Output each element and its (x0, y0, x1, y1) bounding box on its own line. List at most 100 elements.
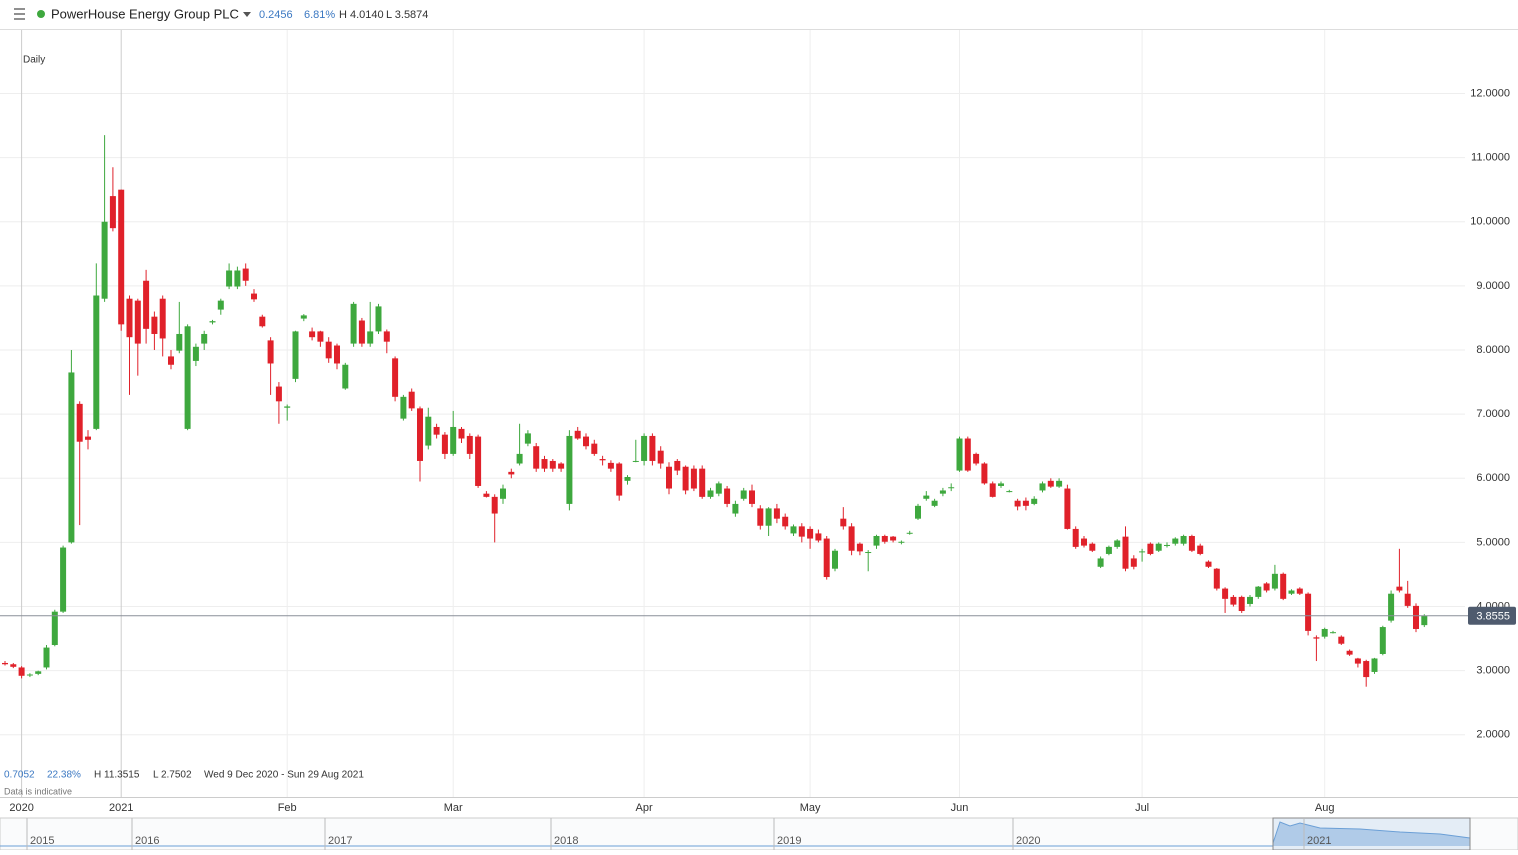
x-tick-label: Apr (636, 802, 653, 814)
candle-body (425, 416, 432, 446)
navigator-area (0, 822, 1470, 846)
candle-body (915, 505, 921, 519)
x-tick-label: Feb (278, 802, 297, 814)
candle-body (1172, 538, 1179, 544)
candle-body (1354, 658, 1361, 664)
interval-label: Daily (23, 55, 45, 66)
y-tick-label: 8.0000 (1476, 344, 1510, 356)
candle-body (1039, 483, 1046, 491)
candle-body (1097, 558, 1104, 567)
candle-body (217, 300, 224, 310)
candle-body (392, 358, 399, 397)
candle-body (400, 396, 407, 419)
header-change-pct: 6.81% (304, 9, 335, 21)
candle-body (466, 435, 473, 454)
candle-body (383, 331, 390, 342)
candle-body (740, 490, 747, 499)
candle-body (599, 459, 606, 461)
candle-body (118, 189, 125, 325)
candle-body (1022, 500, 1029, 506)
candle-body (367, 331, 374, 344)
menu-icon[interactable] (14, 8, 25, 20)
candle-body (1155, 543, 1162, 551)
y-tick-label: 7.0000 (1476, 408, 1510, 420)
candle-body (292, 331, 299, 379)
candle-body (1296, 588, 1303, 594)
candle-body (85, 436, 91, 440)
candle-body (18, 667, 25, 676)
footer-high: H 11.3515 (94, 770, 140, 781)
candle-body (1139, 551, 1146, 553)
candle-body (51, 611, 58, 646)
candle-body (616, 463, 623, 496)
candle-body (300, 315, 307, 319)
candle-body (334, 345, 340, 364)
candle-body (1089, 543, 1096, 551)
candle-body (1056, 480, 1063, 487)
candle-body (408, 391, 415, 409)
candle-body (109, 196, 116, 229)
y-tick-label: 3.0000 (1476, 665, 1510, 677)
candle-body (284, 406, 291, 408)
footer-change: 0.7052 (4, 770, 35, 781)
candle-body (956, 438, 963, 471)
navigator-window[interactable] (1272, 817, 1471, 851)
x-tick-label: 2021 (109, 802, 133, 814)
candle-body (10, 664, 17, 667)
candle-body (433, 426, 440, 435)
navigator-years: 2015 2016 2017 2018 2019 2020 2021 (26, 818, 1331, 850)
candle-body (724, 488, 731, 504)
candle-body (1130, 558, 1137, 567)
candle-body (1421, 615, 1428, 626)
candle-body (1222, 588, 1229, 599)
candle-body (375, 306, 382, 332)
candle-body (516, 453, 523, 464)
candle-body (549, 460, 556, 469)
candle-body (1114, 540, 1121, 547)
dropdown-arrow[interactable] (243, 12, 251, 17)
candle-body (93, 295, 100, 429)
candle-body (1255, 586, 1262, 597)
x-tick-label: Jun (951, 802, 969, 814)
candle-body (134, 300, 141, 344)
candle-body (226, 270, 233, 287)
candle-body (275, 386, 282, 402)
navigator-year: 2019 (777, 835, 801, 847)
candle-body (1197, 545, 1204, 554)
y-tick-label: 2.0000 (1476, 729, 1510, 741)
candle-body (159, 298, 166, 339)
candle-body (1164, 544, 1170, 546)
candle-body (192, 346, 199, 361)
candle-body (1388, 593, 1395, 621)
candle-body (1081, 538, 1087, 546)
candle-body (1346, 650, 1353, 655)
candle-body (607, 462, 614, 469)
candle-body (848, 526, 855, 551)
candle-body (1371, 658, 1378, 672)
candle-body (1271, 573, 1278, 589)
candle-body (35, 671, 42, 674)
candle-body (450, 426, 457, 454)
candle-body (840, 518, 847, 527)
candle-body (939, 490, 946, 494)
candle-body (458, 428, 465, 439)
candle-body (964, 438, 971, 471)
candle-body (26, 674, 33, 676)
header-high: H 4.0140 (339, 9, 384, 21)
candle-body (873, 535, 880, 546)
candle-body (68, 372, 75, 543)
candle-body (832, 550, 838, 569)
navigator[interactable] (0, 817, 1518, 851)
candle-body (989, 483, 996, 497)
navigator-line (0, 821, 1471, 847)
y-tick-label: 6.0000 (1476, 472, 1510, 484)
candle-body (1379, 627, 1386, 654)
candle-body (151, 316, 158, 334)
y-tick-label: 10.0000 (1470, 216, 1510, 228)
instrument-title[interactable]: PowerHouse Energy Group PLC (51, 6, 239, 21)
y-tick-label: 5.0000 (1476, 536, 1510, 548)
candle-body (790, 526, 797, 534)
candle-body (815, 533, 822, 541)
candle-body (2, 662, 8, 665)
